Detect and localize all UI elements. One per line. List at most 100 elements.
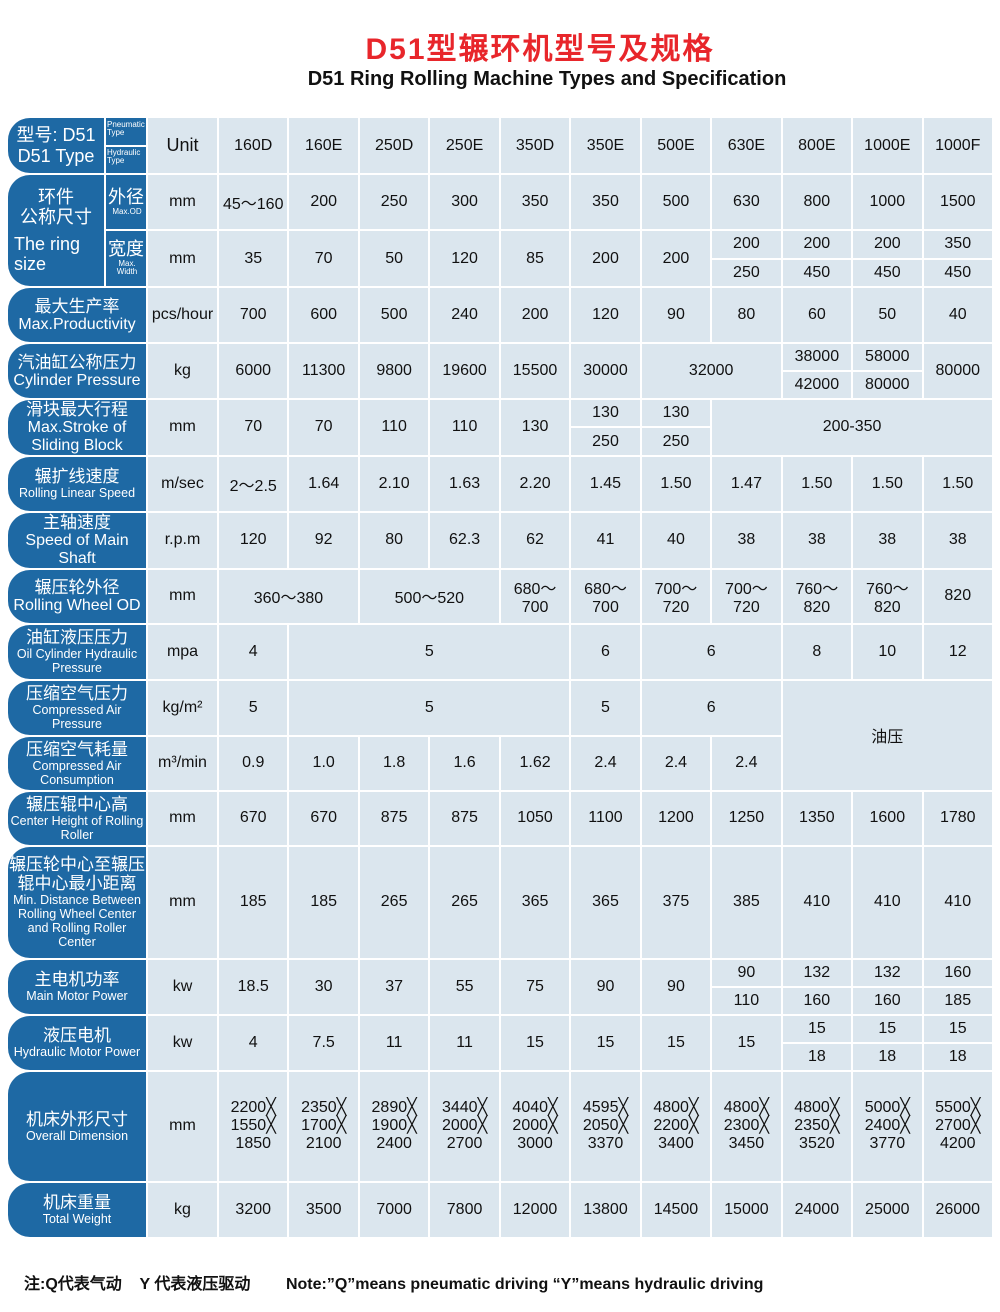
value-cell: 120 bbox=[571, 288, 640, 342]
table-row: 主轴速度 Speed of Main Shaft r.p.m 120 92 80 62.3 6… bbox=[8, 512, 992, 568]
value-cell: 7.5 bbox=[289, 1015, 358, 1070]
spec-table: 型号: D51 D51 Type Pneumatic Type Hydraulic T… bbox=[6, 116, 994, 1239]
value-cell: 30000 bbox=[571, 344, 640, 398]
model-header: 1000E bbox=[853, 118, 922, 173]
row-label: 辗压辊中心高 Center Height of Rolling Roller bbox=[8, 791, 146, 845]
unit-cell: mm bbox=[148, 846, 217, 958]
value-cell: 350 bbox=[500, 175, 570, 229]
value-cell: 26000 bbox=[923, 1182, 992, 1237]
dimension-value: 2700 bbox=[446, 1135, 483, 1153]
split-value: 15 bbox=[948, 1019, 967, 1037]
value-cell: 670 bbox=[219, 791, 288, 845]
value-cell: 12000 bbox=[500, 1182, 570, 1237]
value-cell: 185 bbox=[289, 846, 358, 958]
value-cell: 200 450 bbox=[782, 231, 852, 286]
label-en: Rolling Linear Speed bbox=[18, 486, 136, 501]
unit-cell: mpa bbox=[148, 624, 217, 679]
value-cell: 15 bbox=[641, 1015, 711, 1070]
unit-cell: kw bbox=[148, 1015, 217, 1070]
dimension-value: 2000╳ bbox=[512, 1116, 558, 1134]
value-cell: 70 bbox=[289, 231, 358, 286]
value-cell: 2.4 bbox=[712, 736, 781, 790]
label-en: Center Height of Rolling Roller bbox=[10, 813, 144, 842]
value-cell: 2.4 bbox=[641, 736, 711, 790]
value-cell: 50 bbox=[853, 288, 922, 342]
value-cell: 1.62 bbox=[500, 736, 570, 790]
value-cell: 600 bbox=[289, 288, 358, 342]
value-cell: 2.20 bbox=[500, 456, 570, 511]
label-en: Compressed Air Pressure bbox=[32, 703, 122, 732]
value-cell: 700～720 bbox=[641, 569, 711, 623]
value-cell: 800 bbox=[782, 175, 852, 229]
value-cell: 410 bbox=[923, 846, 992, 958]
row-label: 主电机功率 Main Motor Power bbox=[8, 959, 146, 1014]
dimension-value: 2890╳ bbox=[371, 1098, 417, 1116]
value-cell: 14500 bbox=[641, 1182, 711, 1237]
value-cell: 5000╳ 2400╳ 3770 bbox=[853, 1071, 922, 1181]
unit-cell: mm bbox=[148, 175, 217, 229]
split-value: 80000 bbox=[853, 370, 922, 398]
value-cell: 油压 bbox=[782, 680, 992, 790]
value-cell: 350 450 bbox=[923, 231, 992, 286]
label-cn: 最大生产率 bbox=[34, 296, 120, 316]
value-cell: 6000 bbox=[219, 344, 288, 398]
value-cell: 200 bbox=[289, 175, 358, 229]
label-cn: 环件 公称尺寸 bbox=[20, 187, 92, 228]
split-value: 42000 bbox=[782, 370, 852, 398]
value-cell: 200 bbox=[571, 231, 640, 286]
value-cell: 60 bbox=[782, 288, 852, 342]
value-cell: 132 160 bbox=[853, 959, 922, 1014]
value-cell: 8 bbox=[782, 624, 852, 679]
value-cell: 1.50 bbox=[853, 456, 922, 511]
value-cell: 5 bbox=[289, 680, 570, 735]
dimension-value: 5000╳ bbox=[864, 1098, 910, 1116]
split-value: 250 bbox=[641, 426, 711, 454]
value-cell: 1.63 bbox=[430, 456, 499, 511]
label-en: Max.Stroke of Sliding Block bbox=[27, 419, 127, 454]
value-cell: 15 bbox=[571, 1015, 640, 1070]
table-row: 机床外形尺寸 Overall Dimension mm 2200╳ 1550╳ 1850 2… bbox=[8, 1071, 992, 1181]
value-cell: 5500╳ 2700╳ 4200 bbox=[923, 1071, 992, 1181]
value-cell: 700～720 bbox=[712, 569, 781, 623]
value-cell: 1.50 bbox=[641, 456, 711, 511]
split-value: 160 bbox=[853, 985, 922, 1014]
unit-cell: m³/min bbox=[148, 736, 217, 790]
value-cell: 10 bbox=[853, 624, 922, 679]
value-cell: 80 bbox=[712, 288, 781, 342]
value-cell: 38 bbox=[782, 512, 852, 568]
label-cn: 主电机功率 bbox=[34, 970, 120, 990]
model-header: 800E bbox=[782, 118, 852, 173]
value-cell: 5 bbox=[289, 624, 570, 679]
dimension-value: 2300╳ bbox=[723, 1116, 770, 1134]
table-row: 油缸液压压力 Oil Cylinder Hydraulic Pressure mpa… bbox=[8, 624, 992, 679]
sub-label-cn: 外径 bbox=[108, 186, 144, 207]
unit-cell: kw bbox=[148, 959, 217, 1014]
label-en: Main Motor Power bbox=[26, 989, 128, 1004]
value-cell: 2.4 bbox=[571, 736, 640, 790]
value-cell: 24000 bbox=[782, 1182, 852, 1237]
model-header: 350D bbox=[500, 118, 570, 173]
value-cell: 15 18 bbox=[923, 1015, 992, 1070]
label-en: Compressed Air Consumption bbox=[32, 758, 122, 787]
dimension-value: 3400 bbox=[658, 1135, 694, 1153]
unit-cell: mm bbox=[148, 1071, 217, 1181]
label-cn: 机床重量 bbox=[43, 1193, 111, 1213]
value-cell: 1.64 bbox=[289, 456, 358, 511]
value-cell: 11 bbox=[430, 1015, 499, 1070]
label-cn: 辗压轮中心至辗压辊中心最小距离 bbox=[9, 855, 145, 894]
dimension-value: 3770 bbox=[869, 1135, 906, 1153]
value-cell: 700 bbox=[219, 288, 288, 342]
row-label: 最大生产率 Max.Productivity bbox=[8, 288, 146, 342]
table-row: 液压电机 Hydraulic Motor Power kw 4 7.5 11 11 15 15 1… bbox=[8, 1015, 992, 1070]
value-cell: 62.3 bbox=[430, 512, 499, 568]
value-cell: 4800╳ 2350╳ 3520 bbox=[782, 1071, 852, 1181]
type-label-en: D51 Type bbox=[17, 145, 95, 166]
split-value: 130 bbox=[592, 404, 619, 422]
row-label: 汽油缸公称压力 Cylinder Pressure bbox=[8, 344, 146, 398]
unit-cell: m/sec bbox=[148, 456, 217, 511]
value-cell: 50 bbox=[359, 231, 429, 286]
label-cn: 主轴速度 bbox=[43, 512, 111, 532]
value-cell: 30 bbox=[289, 959, 358, 1014]
value-cell: 1050 bbox=[500, 791, 570, 845]
value-cell: 15 18 bbox=[782, 1015, 852, 1070]
